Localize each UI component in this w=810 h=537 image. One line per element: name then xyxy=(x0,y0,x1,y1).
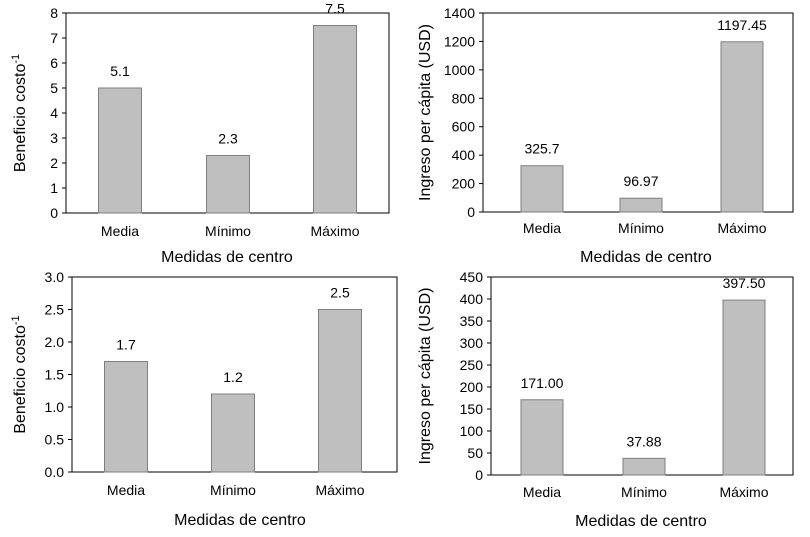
y-tick-label: 350 xyxy=(460,313,484,329)
y-tick-label: 8 xyxy=(50,5,58,21)
bar-0 xyxy=(520,165,564,213)
y-tick-label: 2.0 xyxy=(45,334,65,350)
y-tick-label: 50 xyxy=(467,445,483,461)
y-tick-label: 1.0 xyxy=(45,399,65,415)
category-label: Media xyxy=(107,482,145,498)
x-axis-title: Medidas de centro xyxy=(575,513,707,530)
y-tick-label: 300 xyxy=(460,335,484,351)
y-tick-label: 400 xyxy=(452,147,476,163)
y-tick-label: 0 xyxy=(50,205,58,221)
bar-1 xyxy=(619,197,663,213)
data-label: 325.7 xyxy=(524,141,559,157)
chart-4: 0 50 100 150 200 250 300 350 400 450 171.00 Media 37… xyxy=(417,269,794,530)
y-tick-label: 1400 xyxy=(444,5,475,21)
chart-1: 0 1 2 3 4 5 6 7 8 5.1 Media 2.3 Mínimo 7.5 Máximo Medid… xyxy=(10,1,390,266)
y-tick-label: 1200 xyxy=(444,33,475,49)
data-label: 1.2 xyxy=(223,369,243,385)
x-axis-title: Medidas de centro xyxy=(174,512,306,529)
y-axis-title: Beneficio costo-1 xyxy=(10,54,29,172)
category-label: Media xyxy=(523,484,561,500)
bar-2 xyxy=(318,309,362,473)
data-label: 1197.45 xyxy=(717,17,767,33)
category-label: Media xyxy=(101,223,139,239)
y-tick-label: 1000 xyxy=(444,62,475,78)
y-tick-label: 450 xyxy=(460,269,484,285)
y-axis-title: Ingreso per cápita (USD) xyxy=(417,24,434,201)
y-tick-label: 100 xyxy=(460,423,484,439)
bar-1 xyxy=(622,457,666,476)
category-label: Media xyxy=(523,220,561,236)
data-label: 37.88 xyxy=(626,433,661,449)
y-tick-label: 0.0 xyxy=(45,464,65,480)
y-axis-title-text: Ingreso per cápita (USD) xyxy=(417,24,434,201)
y-axis-title: Beneficio costo-1 xyxy=(10,315,29,433)
y-tick-label: 250 xyxy=(460,357,484,373)
bar-1 xyxy=(206,155,250,214)
category-label: Máximo xyxy=(717,220,766,236)
x-axis-title: Medidas de centro xyxy=(161,249,293,266)
y-tick-label: 1 xyxy=(50,180,58,196)
y-axis-title-superscript: -1 xyxy=(10,54,22,64)
y-axis-title-superscript: -1 xyxy=(10,315,22,325)
category-label: Máximo xyxy=(310,223,359,239)
y-tick-label: 600 xyxy=(452,119,476,135)
bar-2 xyxy=(720,41,764,213)
y-tick-label: 0.5 xyxy=(45,432,65,448)
bar-0 xyxy=(98,87,142,214)
y-tick-label: 150 xyxy=(460,401,484,417)
y-tick-label: 400 xyxy=(460,291,484,307)
y-tick-label: 5 xyxy=(50,80,58,96)
y-tick-label: 200 xyxy=(460,379,484,395)
y-axis-title-text: Ingreso per cápita (USD) xyxy=(417,288,434,465)
category-label: Mínimo xyxy=(618,220,664,236)
y-tick-label: 4 xyxy=(50,105,58,121)
data-label: 1.7 xyxy=(116,337,136,353)
y-tick-label: 2.5 xyxy=(45,302,65,318)
y-axis-title-text: Beneficio costo xyxy=(12,325,29,434)
data-label: 397.50 xyxy=(723,275,766,291)
y-tick-label: 800 xyxy=(452,90,476,106)
y-tick-label: 3.0 xyxy=(45,269,65,285)
bar-1 xyxy=(211,393,255,473)
category-label: Mínimo xyxy=(205,223,251,239)
bar-2 xyxy=(313,25,357,214)
data-label: 5.1 xyxy=(110,63,130,79)
y-axis-title: Ingreso per cápita (USD) xyxy=(417,288,434,465)
data-label: 7.5 xyxy=(325,1,345,17)
data-label: 2.3 xyxy=(218,131,238,147)
data-label: 171.00 xyxy=(521,375,564,391)
category-label: Máximo xyxy=(315,482,364,498)
bar-2 xyxy=(722,299,766,476)
y-tick-label: 3 xyxy=(50,130,58,146)
y-tick-label: 0 xyxy=(467,204,475,220)
y-tick-label: 1.5 xyxy=(45,367,65,383)
y-tick-label: 7 xyxy=(50,30,58,46)
chart-3: 0.0 0.5 1.0 1.5 2.0 2.5 3.0 1.7 Media 1.2 Mínimo 2.… xyxy=(10,269,398,529)
bar-0 xyxy=(520,399,564,476)
bar-0 xyxy=(104,361,148,473)
chart-2: 0 200 400 600 800 1000 1200 1400 325.7 Media 96.97… xyxy=(417,5,794,266)
x-axis-title: Medidas de centro xyxy=(580,249,712,266)
y-tick-label: 200 xyxy=(452,176,476,192)
y-axis-title-text: Beneficio costo xyxy=(12,64,29,173)
data-label: 96.97 xyxy=(623,173,658,189)
y-tick-label: 2 xyxy=(50,155,58,171)
y-tick-label: 6 xyxy=(50,55,58,71)
category-label: Mínimo xyxy=(210,482,256,498)
category-label: Máximo xyxy=(719,484,768,500)
data-label: 2.5 xyxy=(330,285,350,301)
category-label: Mínimo xyxy=(621,484,667,500)
y-tick-label: 0 xyxy=(475,467,483,483)
